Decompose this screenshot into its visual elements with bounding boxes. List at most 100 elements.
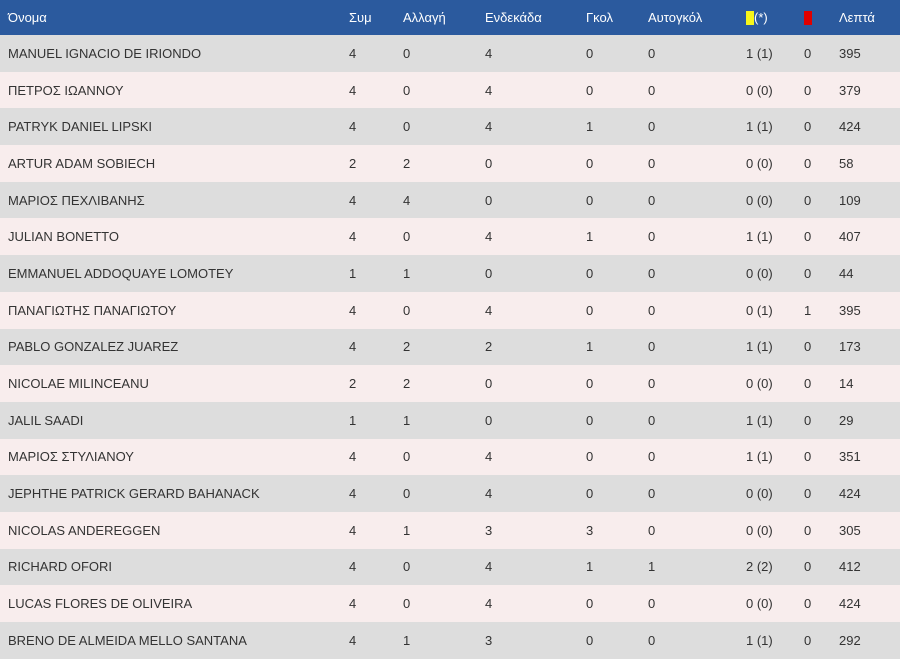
- player-sub: 0: [403, 119, 411, 135]
- player-red-cards: 0: [804, 412, 812, 428]
- player-name[interactable]: ARTUR ADAM SOBIECH: [8, 155, 156, 171]
- table-row: ΜΑΡΙΟΣ ΣΤΥΛΙΑΝΟΥ 4 0 4 0 0 1 (1) 0 351: [0, 438, 900, 476]
- player-name[interactable]: BRENO DE ALMEIDA MELLO SANTANA: [8, 632, 247, 648]
- player-apps: 2: [349, 155, 357, 171]
- table-row: JALIL SAADI 1 1 0 0 0 1 (1) 0 29: [0, 401, 900, 439]
- player-red-cards: 0: [804, 522, 812, 538]
- player-minutes: 58: [839, 155, 854, 171]
- header-red-cards[interactable]: [804, 0, 839, 35]
- player-red-cards: 0: [804, 119, 812, 135]
- player-sub: 1: [403, 265, 411, 281]
- player-name[interactable]: ΠΑΝΑΓΙΩΤΗΣ ΠΑΝΑΓΙΩΤΟΥ: [8, 302, 177, 318]
- player-own-goals: 0: [648, 192, 656, 208]
- player-sub: 4: [403, 192, 411, 208]
- player-eleven: 4: [485, 302, 493, 318]
- header-goals[interactable]: Γκολ: [586, 10, 613, 25]
- header-name[interactable]: Όνομα: [8, 10, 47, 25]
- player-eleven: 3: [485, 632, 493, 648]
- player-name[interactable]: LUCAS FLORES DE OLIVEIRA: [8, 596, 193, 612]
- yellow-card-icon: [746, 11, 754, 25]
- player-name[interactable]: EMMANUEL ADDOQUAYE LOMOTEY: [8, 265, 234, 281]
- player-eleven: 4: [485, 119, 493, 135]
- player-minutes: 305: [839, 522, 861, 538]
- player-apps: 4: [349, 486, 357, 502]
- player-goals: 1: [586, 339, 594, 355]
- player-sub: 2: [403, 155, 411, 171]
- player-yellow-cards: 0 (0): [746, 376, 773, 392]
- player-red-cards: 0: [804, 155, 812, 171]
- player-eleven: 4: [485, 596, 493, 612]
- player-name[interactable]: NICOLAS ANDEREGGEN: [8, 522, 161, 538]
- player-name[interactable]: MANUEL IGNACIO DE IRIONDO: [8, 45, 202, 61]
- player-red-cards: 0: [804, 229, 812, 245]
- table-row: NICOLAE MILINCEANU 2 2 0 0 0 0 (0) 0 14: [0, 365, 900, 402]
- player-own-goals: 0: [648, 302, 656, 318]
- player-minutes: 395: [839, 45, 861, 61]
- player-eleven: 3: [485, 522, 493, 538]
- player-goals: 3: [586, 522, 594, 538]
- player-apps: 4: [349, 449, 357, 465]
- player-own-goals: 0: [648, 412, 656, 428]
- player-yellow-cards: 0 (0): [746, 82, 773, 98]
- player-eleven: 0: [485, 376, 493, 392]
- player-minutes: 29: [839, 412, 854, 428]
- player-name[interactable]: PABLO GONZALEZ JUAREZ: [8, 339, 179, 355]
- yellow-card-suffix: (*): [754, 10, 768, 25]
- header-minutes[interactable]: Λεπτά: [839, 10, 875, 25]
- player-sub: 2: [403, 376, 411, 392]
- table-row: PABLO GONZALEZ JUAREZ 4 2 2 1 0 1 (1) 0 173: [0, 328, 900, 366]
- player-minutes: 424: [839, 119, 861, 135]
- player-name[interactable]: JEPHTHE PATRICK GERARD BAHANACK: [8, 486, 260, 502]
- header-yellow-cards[interactable]: (*): [746, 0, 804, 35]
- player-eleven: 2: [485, 339, 493, 355]
- player-apps: 1: [349, 265, 357, 281]
- player-minutes: 407: [839, 229, 861, 245]
- player-goals: 0: [586, 376, 594, 392]
- player-name[interactable]: ΠΕΤΡΟΣ ΙΩΑΝΝΟΥ: [8, 82, 124, 98]
- player-name[interactable]: JULIAN BONETTO: [8, 229, 120, 245]
- player-name[interactable]: NICOLAE MILINCEANU: [8, 376, 149, 392]
- player-own-goals: 1: [648, 559, 656, 575]
- player-name[interactable]: JALIL SAADI: [8, 412, 84, 428]
- player-own-goals: 0: [648, 522, 656, 538]
- player-apps: 4: [349, 45, 357, 61]
- player-goals: 0: [586, 632, 594, 648]
- header-own-goals[interactable]: Αυτογκόλ: [648, 10, 703, 25]
- table-row: EMMANUEL ADDOQUAYE LOMOTEY 1 1 0 0 0 0 (0) 0 44: [0, 255, 900, 292]
- player-apps: 4: [349, 559, 357, 575]
- table-row: MANUEL IGNACIO DE IRIONDO 4 0 4 0 0 1 (1) 0 395: [0, 35, 900, 72]
- header-eleven[interactable]: Ενδεκάδα: [485, 10, 542, 25]
- player-red-cards: 0: [804, 265, 812, 281]
- player-eleven: 4: [485, 229, 493, 245]
- player-eleven: 4: [485, 45, 493, 61]
- table-row: NICOLAS ANDEREGGEN 4 1 3 3 0 0 (0) 0 305: [0, 511, 900, 549]
- player-red-cards: 0: [804, 45, 812, 61]
- player-goals: 0: [586, 486, 594, 502]
- player-sub: 0: [403, 486, 411, 502]
- table-row: LUCAS FLORES DE OLIVEIRA 4 0 4 0 0 0 (0) 0 424: [0, 585, 900, 622]
- player-minutes: 44: [839, 265, 854, 281]
- player-yellow-cards: 0 (1): [746, 302, 773, 318]
- player-goals: 0: [586, 82, 594, 98]
- player-yellow-cards: 1 (1): [746, 412, 773, 428]
- header-sub[interactable]: Αλλαγή: [403, 10, 446, 25]
- header-apps[interactable]: Συμ: [349, 10, 372, 25]
- player-goals: 0: [586, 302, 594, 318]
- table-row: ΠΑΝΑΓΙΩΤΗΣ ΠΑΝΑΓΙΩΤΟΥ 4 0 4 0 0 0 (1) 1 395: [0, 291, 900, 329]
- player-name[interactable]: RICHARD OFORI: [8, 559, 112, 575]
- player-red-cards: 0: [804, 486, 812, 502]
- player-yellow-cards: 1 (1): [746, 632, 773, 648]
- player-name[interactable]: ΜΑΡΙΟΣ ΠΕΧΛΙΒΑΝΗΣ: [8, 192, 145, 208]
- player-sub: 1: [403, 632, 411, 648]
- player-yellow-cards: 1 (1): [746, 45, 773, 61]
- player-minutes: 351: [839, 449, 861, 465]
- player-eleven: 4: [485, 559, 493, 575]
- player-yellow-cards: 1 (1): [746, 119, 773, 135]
- player-red-cards: 0: [804, 192, 812, 208]
- table-row: PATRYK DANIEL LIPSKI 4 0 4 1 0 1 (1) 0 424: [0, 108, 900, 146]
- player-apps: 4: [349, 192, 357, 208]
- player-red-cards: 0: [804, 559, 812, 575]
- player-name[interactable]: PATRYK DANIEL LIPSKI: [8, 119, 153, 135]
- player-name[interactable]: ΜΑΡΙΟΣ ΣΤΥΛΙΑΝΟΥ: [8, 449, 134, 465]
- player-apps: 4: [349, 82, 357, 98]
